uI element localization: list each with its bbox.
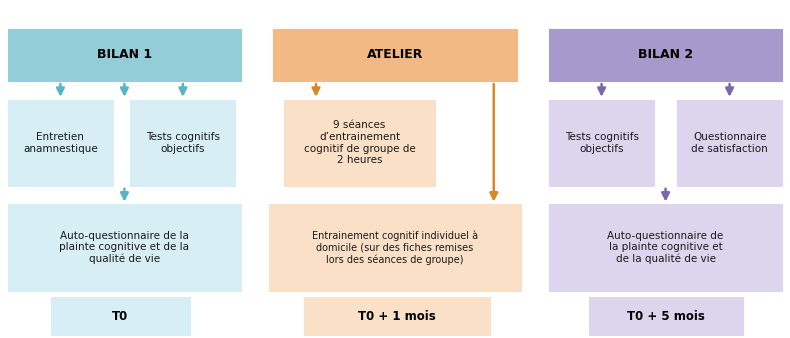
FancyBboxPatch shape	[549, 100, 654, 186]
Text: 9 séances
d’entrainement
cognitif de groupe de
2 heures: 9 séances d’entrainement cognitif de gro…	[303, 120, 416, 165]
FancyBboxPatch shape	[549, 204, 782, 291]
FancyBboxPatch shape	[677, 100, 782, 186]
FancyBboxPatch shape	[284, 100, 434, 186]
Text: Questionnaire
de satisfaction: Questionnaire de satisfaction	[691, 132, 768, 153]
FancyBboxPatch shape	[549, 29, 782, 81]
Text: Entretien
anamnestique: Entretien anamnestique	[23, 132, 98, 153]
FancyBboxPatch shape	[8, 100, 113, 186]
Text: Tests cognitifs
objectifs: Tests cognitifs objectifs	[146, 132, 220, 153]
FancyBboxPatch shape	[589, 297, 743, 335]
Text: BILAN 1: BILAN 1	[97, 48, 152, 62]
Text: ATELIER: ATELIER	[367, 48, 423, 62]
FancyBboxPatch shape	[130, 100, 235, 186]
FancyBboxPatch shape	[269, 204, 521, 291]
Text: T0 + 5 mois: T0 + 5 mois	[626, 310, 705, 322]
Text: Entrainement cognitif individuel à
domicile (sur des fiches remises
lors des séa: Entrainement cognitif individuel à domic…	[312, 231, 478, 265]
FancyBboxPatch shape	[8, 204, 241, 291]
Text: T0: T0	[112, 310, 129, 322]
Text: Auto-questionnaire de la
plainte cognitive et de la
qualité de vie: Auto-questionnaire de la plainte cogniti…	[59, 231, 190, 264]
Text: Auto-questionnaire de
la plainte cognitive et
de la qualité de vie: Auto-questionnaire de la plainte cogniti…	[608, 231, 724, 264]
Text: Tests cognitifs
objectifs: Tests cognitifs objectifs	[565, 132, 638, 153]
FancyBboxPatch shape	[51, 297, 190, 335]
FancyBboxPatch shape	[304, 297, 490, 335]
Text: BILAN 2: BILAN 2	[638, 48, 693, 62]
FancyBboxPatch shape	[273, 29, 517, 81]
Text: T0 + 1 mois: T0 + 1 mois	[358, 310, 436, 322]
FancyBboxPatch shape	[8, 29, 241, 81]
